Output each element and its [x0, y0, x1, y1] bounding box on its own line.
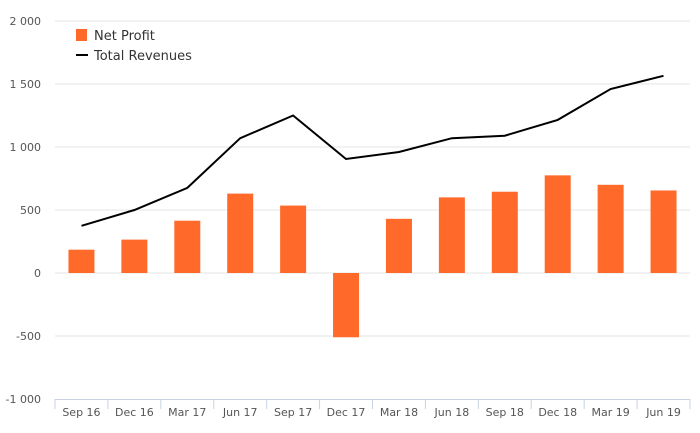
y-tick-label: 1 000: [10, 141, 42, 154]
net-profit-bar: [280, 205, 307, 273]
x-tick-label: Sep 16: [62, 406, 100, 419]
y-tick-label: -1 000: [6, 393, 41, 406]
gridlines: [55, 20, 690, 337]
net-profit-bar: [227, 193, 254, 273]
net-profit-bar: [597, 184, 624, 273]
legend: Net Profit Total Revenues: [76, 29, 192, 64]
net-profit-bar: [438, 197, 465, 273]
net-profit-bars: [68, 175, 677, 338]
x-tick-label: Dec 17: [327, 406, 366, 419]
y-tick-label: -500: [16, 330, 41, 343]
x-tick-label: Dec 18: [538, 406, 577, 419]
total-revenues-line: [81, 74, 664, 227]
x-tick-label: Sep 17: [274, 406, 312, 419]
net-profit-bar: [121, 239, 148, 273]
x-tick-label: Mar 19: [592, 406, 630, 419]
net-profit-bar: [491, 191, 518, 273]
net-profit-bar: [68, 249, 95, 273]
net-profit-bar: [650, 190, 677, 273]
y-tick-label: 500: [20, 204, 41, 217]
net-profit-bar: [333, 273, 360, 338]
net-profit-bar: [385, 218, 412, 273]
legend-label-total-revenues: Total Revenues: [93, 49, 192, 64]
legend-swatch-net-profit: [76, 29, 87, 41]
x-tick-label: Jun 17: [222, 406, 258, 419]
x-tick-label: Mar 18: [380, 406, 418, 419]
y-tick-label: 2 000: [10, 15, 42, 28]
legend-label-net-profit: Net Profit: [94, 29, 155, 44]
y-tick-label: 0: [34, 267, 41, 280]
x-tick-label: Dec 16: [115, 406, 154, 419]
y-axis-ticks: -1 000 -500 0 500 1 000 1 500 2 000: [6, 15, 41, 406]
x-tick-label: Jun 19: [645, 406, 681, 419]
net-profit-bar: [544, 175, 571, 273]
x-tick-label: Jun 18: [434, 406, 470, 419]
x-tick-label: Mar 17: [168, 406, 206, 419]
y-tick-label: 1 500: [10, 78, 42, 91]
x-tick-label: Sep 18: [486, 406, 524, 419]
x-axis-ticks: Sep 16 Dec 16 Mar 17 Jun 17 Sep 17 Dec 17 Mar …: [54, 399, 691, 419]
net-profit-bar: [174, 220, 201, 273]
